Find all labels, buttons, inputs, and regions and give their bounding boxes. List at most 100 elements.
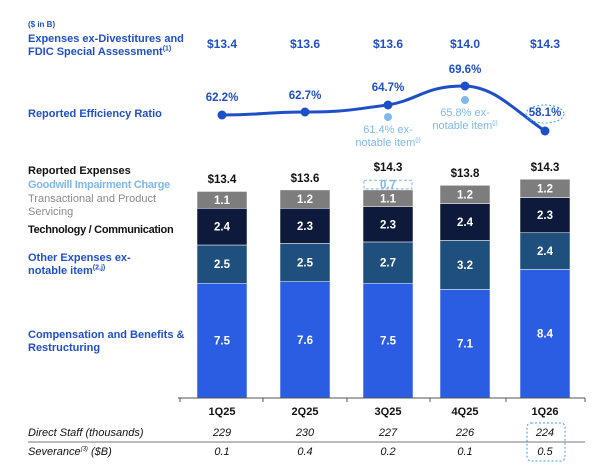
severance-unit: ($B) (87, 446, 112, 458)
bar-segment-label: 7.5 (214, 336, 231, 348)
bar-segment (196, 244, 248, 284)
bar-segment (519, 178, 571, 198)
bar-segment (362, 206, 414, 243)
bar-segment (519, 197, 571, 234)
legend-other-text: Other Expenses ex-notable item (28, 252, 131, 277)
x-tick-label: 3Q25 (374, 406, 402, 418)
ex-notable-line1: 61.4% ex- (363, 124, 413, 136)
bar-segment-label: 1.2 (297, 194, 313, 206)
expense-ex-value: $13.4 (206, 37, 238, 51)
direct-staff-value: 230 (295, 427, 315, 439)
expense-ex-value: $13.6 (289, 37, 321, 51)
ex-notable-point (384, 113, 392, 121)
bar-segment-label: 3.2 (457, 260, 473, 272)
bar-segment-label: 1.2 (457, 190, 473, 202)
legend-technology: Technology / Communication (28, 224, 174, 236)
severance-text: Severance (28, 446, 81, 458)
bar-total: $14.3 (530, 162, 560, 175)
bar-segment (196, 191, 248, 209)
bar-segment (196, 208, 248, 246)
bar-segment-label: 8.4 (537, 329, 554, 341)
direct-staff-value: 227 (378, 427, 398, 439)
bar-segment (196, 283, 248, 399)
severance-value: 0.1 (214, 446, 230, 458)
footnote: (3) (80, 446, 88, 453)
footnote: (2,j) (92, 264, 106, 272)
bar-segment (279, 189, 331, 209)
efficiency-label: 58.1% (528, 107, 562, 119)
legend-compensation: Compensation and Benefits & Restructurin… (28, 329, 185, 354)
bar-segment-label: 2.3 (297, 221, 313, 233)
bar-segment (439, 240, 491, 290)
bar-segment (279, 208, 331, 244)
legend-other-expenses: Other Expenses ex-notable item(2,j) (28, 252, 153, 278)
bar-total: $14.3 (373, 162, 403, 175)
bar-total: $13.4 (207, 174, 237, 187)
x-tick-label: 2Q25 (291, 406, 319, 418)
bar-segment-label: 1.2 (537, 183, 553, 195)
ex-notable-label: 65.8% ex-notable item(j) (425, 107, 505, 133)
bar-segment-label: 2.7 (380, 258, 396, 270)
efficiency-point (383, 100, 393, 110)
direct-staff-value: 229 (212, 427, 232, 439)
efficiency-point (217, 110, 227, 120)
bar-segment (362, 283, 414, 399)
bar-segment (362, 189, 414, 207)
ex-notable-label: 61.4% ex-notable item(j) (348, 124, 428, 150)
expenses-ex-divestitures-label: Expenses ex-Divestitures and FDIC Specia… (28, 33, 188, 59)
bar-segment-label: 2.4 (537, 246, 554, 258)
bar-segment-label: 2.4 (214, 222, 231, 234)
severance-value: 0.1 (457, 446, 473, 458)
bar-segment (439, 289, 491, 399)
efficiency-label: 69.6% (448, 64, 482, 76)
legend-reported-expenses: Reported Expenses (28, 165, 131, 177)
x-tick-label: 1Q25 (208, 406, 236, 418)
bar-segment (279, 281, 331, 399)
footnote: (j) (415, 137, 421, 144)
bar-segment-label: 1.1 (214, 195, 231, 207)
direct-staff-value: 226 (455, 427, 475, 439)
x-tick-label: 1Q26 (531, 406, 559, 418)
efficiency-point (540, 126, 550, 136)
ex-notable-line2: notable item (355, 137, 416, 149)
bar-segment-label: 7.6 (297, 335, 313, 347)
ex-notable-point (461, 96, 469, 104)
severance-value: 0.5 (537, 446, 553, 458)
bar-segment-label: 2.3 (537, 210, 553, 222)
expense-ex-value: $14.3 (529, 37, 561, 51)
severance-value: 0.4 (297, 446, 313, 458)
highlight-ellipse (525, 104, 565, 124)
efficiency-label: 64.7% (371, 82, 405, 94)
bar-segment (439, 185, 491, 204)
bar-segment-label: 0.7 (380, 180, 396, 192)
efficiency-ratio-label: Reported Efficiency Ratio (28, 108, 162, 120)
efficiency-label: 62.7% (288, 90, 322, 102)
ex-notable-line1: 65.8% ex- (440, 107, 490, 119)
bar-segment-label: 2.4 (457, 217, 474, 229)
direct-staff-label: Direct Staff (thousands) (28, 427, 144, 439)
bar-total: $13.6 (290, 172, 320, 185)
bar-segment (362, 241, 414, 284)
bar-segment-label: 2.3 (380, 219, 396, 231)
expense-ex-value: $14.0 (449, 37, 481, 51)
footnote: (1) (162, 45, 172, 53)
unit-label: ($ in B) (28, 20, 56, 29)
bar-segment-label: 7.1 (457, 339, 474, 351)
bar-segment (439, 203, 491, 241)
bar-segment-label: 2.5 (297, 258, 314, 270)
efficiency-point (300, 107, 310, 117)
legend-goodwill: Goodwill Impairment Charge (28, 179, 170, 191)
expenses-ex-label-text: Expenses ex-Divestitures and FDIC Specia… (28, 33, 184, 58)
severance-value: 0.2 (380, 446, 396, 458)
bar-segment-goodwill (363, 179, 413, 190)
bar-segment-label: 7.5 (380, 336, 397, 348)
bar-segment (519, 232, 571, 270)
efficiency-point (460, 81, 470, 91)
ex-notable-line2: notable item (432, 120, 493, 132)
direct-staff-value: 224 (535, 427, 555, 439)
legend-transactional: Transactional and Product Servicing (28, 193, 156, 218)
bar-segment (519, 269, 571, 399)
expense-ex-value: $13.6 (372, 37, 404, 51)
bar-segment-label: 2.5 (214, 259, 231, 271)
